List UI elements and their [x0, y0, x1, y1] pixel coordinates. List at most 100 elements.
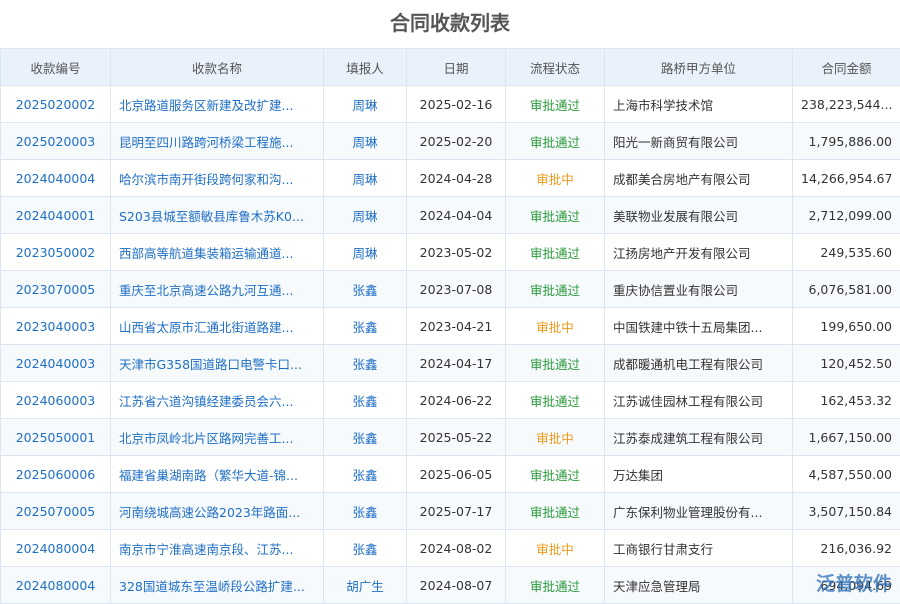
amount: 249,535.60: [793, 234, 900, 271]
status: 审批通过: [506, 123, 605, 160]
reporter: 周琳: [324, 86, 407, 123]
receipt-name: 河南绕城高速公路2023年路面...: [111, 493, 324, 530]
receipt-name: 福建省巢湖南路（繁华大道-锦...: [111, 456, 324, 493]
date: 2025-02-20: [407, 123, 506, 160]
table-head: 收款编号收款名称填报人日期流程状态路桥甲方单位合同金额: [1, 49, 900, 86]
date: 2024-08-02: [407, 530, 506, 567]
date: 2024-08-07: [407, 567, 506, 604]
reporter: 张鑫: [324, 493, 407, 530]
date: 2023-05-02: [407, 234, 506, 271]
column-header: 收款名称: [111, 49, 324, 86]
date: 2024-06-22: [407, 382, 506, 419]
client-unit: 江扬房地产开发有限公司: [605, 234, 793, 271]
status: 审批通过: [506, 567, 605, 604]
receipt-id: 2024060003: [1, 382, 111, 419]
amount: 1,795,886.00: [793, 123, 900, 160]
receipt-id: 2023070005: [1, 271, 111, 308]
client-unit: 天津应急管理局: [605, 567, 793, 604]
date: 2025-02-16: [407, 86, 506, 123]
client-unit: 江苏泰成建筑工程有限公司: [605, 419, 793, 456]
reporter: 周琳: [324, 234, 407, 271]
receipt-name: 山西省太原市汇通北街道路建...: [111, 308, 324, 345]
receipt-id: 2024040004: [1, 160, 111, 197]
amount: 199,650.00: [793, 308, 900, 345]
column-header: 收款编号: [1, 49, 111, 86]
client-unit: 阳光一新商贸有限公司: [605, 123, 793, 160]
status: 审批中: [506, 530, 605, 567]
receipt-id: 2025070005: [1, 493, 111, 530]
date: 2024-04-17: [407, 345, 506, 382]
reporter: 张鑫: [324, 456, 407, 493]
receipt-name: 昆明至四川路跨河桥梁工程施...: [111, 123, 324, 160]
status: 审批中: [506, 308, 605, 345]
amount: 2,712,099.00: [793, 197, 900, 234]
receipt-name: 哈尔滨市南开街段跨何家和沟...: [111, 160, 324, 197]
status: 审批通过: [506, 456, 605, 493]
amount: 216,036.92: [793, 530, 900, 567]
receipt-name: 南京市宁淮高速南京段、江苏...: [111, 530, 324, 567]
status: 审批通过: [506, 382, 605, 419]
status: 审批中: [506, 419, 605, 456]
amount: 162,453.32: [793, 382, 900, 419]
receipt-name: 北京市凤岭北片区路网完善工...: [111, 419, 324, 456]
reporter: 张鑫: [324, 530, 407, 567]
receipt-name: 天津市G358国道路口电警卡口...: [111, 345, 324, 382]
receipt-id: 2024080004: [1, 567, 111, 604]
client-unit: 中国铁建中铁十五局集团...: [605, 308, 793, 345]
column-header: 合同金额: [793, 49, 900, 86]
status: 审批通过: [506, 234, 605, 271]
reporter: 张鑫: [324, 345, 407, 382]
status: 审批通过: [506, 271, 605, 308]
receipt-id: 2025050001: [1, 419, 111, 456]
status: 审批通过: [506, 197, 605, 234]
date: 2025-05-22: [407, 419, 506, 456]
column-header: 流程状态: [506, 49, 605, 86]
reporter: 胡广生: [324, 567, 407, 604]
date: 2025-07-17: [407, 493, 506, 530]
receipt-id: 2024080004: [1, 530, 111, 567]
date: 2023-07-08: [407, 271, 506, 308]
header-row: 收款编号收款名称填报人日期流程状态路桥甲方单位合同金额: [1, 49, 900, 86]
receipt-name: 重庆至北京高速公路九河互通...: [111, 271, 324, 308]
client-unit: 美联物业发展有限公司: [605, 197, 793, 234]
amount: 4,587,550.00: [793, 456, 900, 493]
client-unit: 成都暖通机电工程有限公司: [605, 345, 793, 382]
receipt-name: 328国道城东至温峤段公路扩建...: [111, 567, 324, 604]
client-unit: 上海市科学技术馆: [605, 86, 793, 123]
receipt-name: S203县城至额敏县库鲁木苏K0...: [111, 197, 324, 234]
client-unit: 成都美合房地产有限公司: [605, 160, 793, 197]
reporter: 张鑫: [324, 271, 407, 308]
receipt-id: 2024040001: [1, 197, 111, 234]
receipt-id: 2025020002: [1, 86, 111, 123]
receipt-name: 江苏省六道沟镇经建委员会六...: [111, 382, 324, 419]
client-unit: 江苏诚佳园林工程有限公司: [605, 382, 793, 419]
date: 2025-06-05: [407, 456, 506, 493]
amount: 238,223,544...: [793, 86, 900, 123]
page-title: 合同收款列表: [0, 0, 900, 48]
column-header: 日期: [407, 49, 506, 86]
receipt-name: 北京路道服务区新建及改扩建...: [111, 86, 324, 123]
receipt-name: 西部高等航道集装箱运输通道...: [111, 234, 324, 271]
client-unit: 工商银行甘肃支行: [605, 530, 793, 567]
receipt-id: 2025020003: [1, 123, 111, 160]
reporter: 张鑫: [324, 308, 407, 345]
reporter: 张鑫: [324, 419, 407, 456]
date: 2023-04-21: [407, 308, 506, 345]
receipt-id: 2023040003: [1, 308, 111, 345]
receipt-id: 2024040003: [1, 345, 111, 382]
amount: 6,076,581.00: [793, 271, 900, 308]
reporter: 张鑫: [324, 382, 407, 419]
status: 审批中: [506, 160, 605, 197]
